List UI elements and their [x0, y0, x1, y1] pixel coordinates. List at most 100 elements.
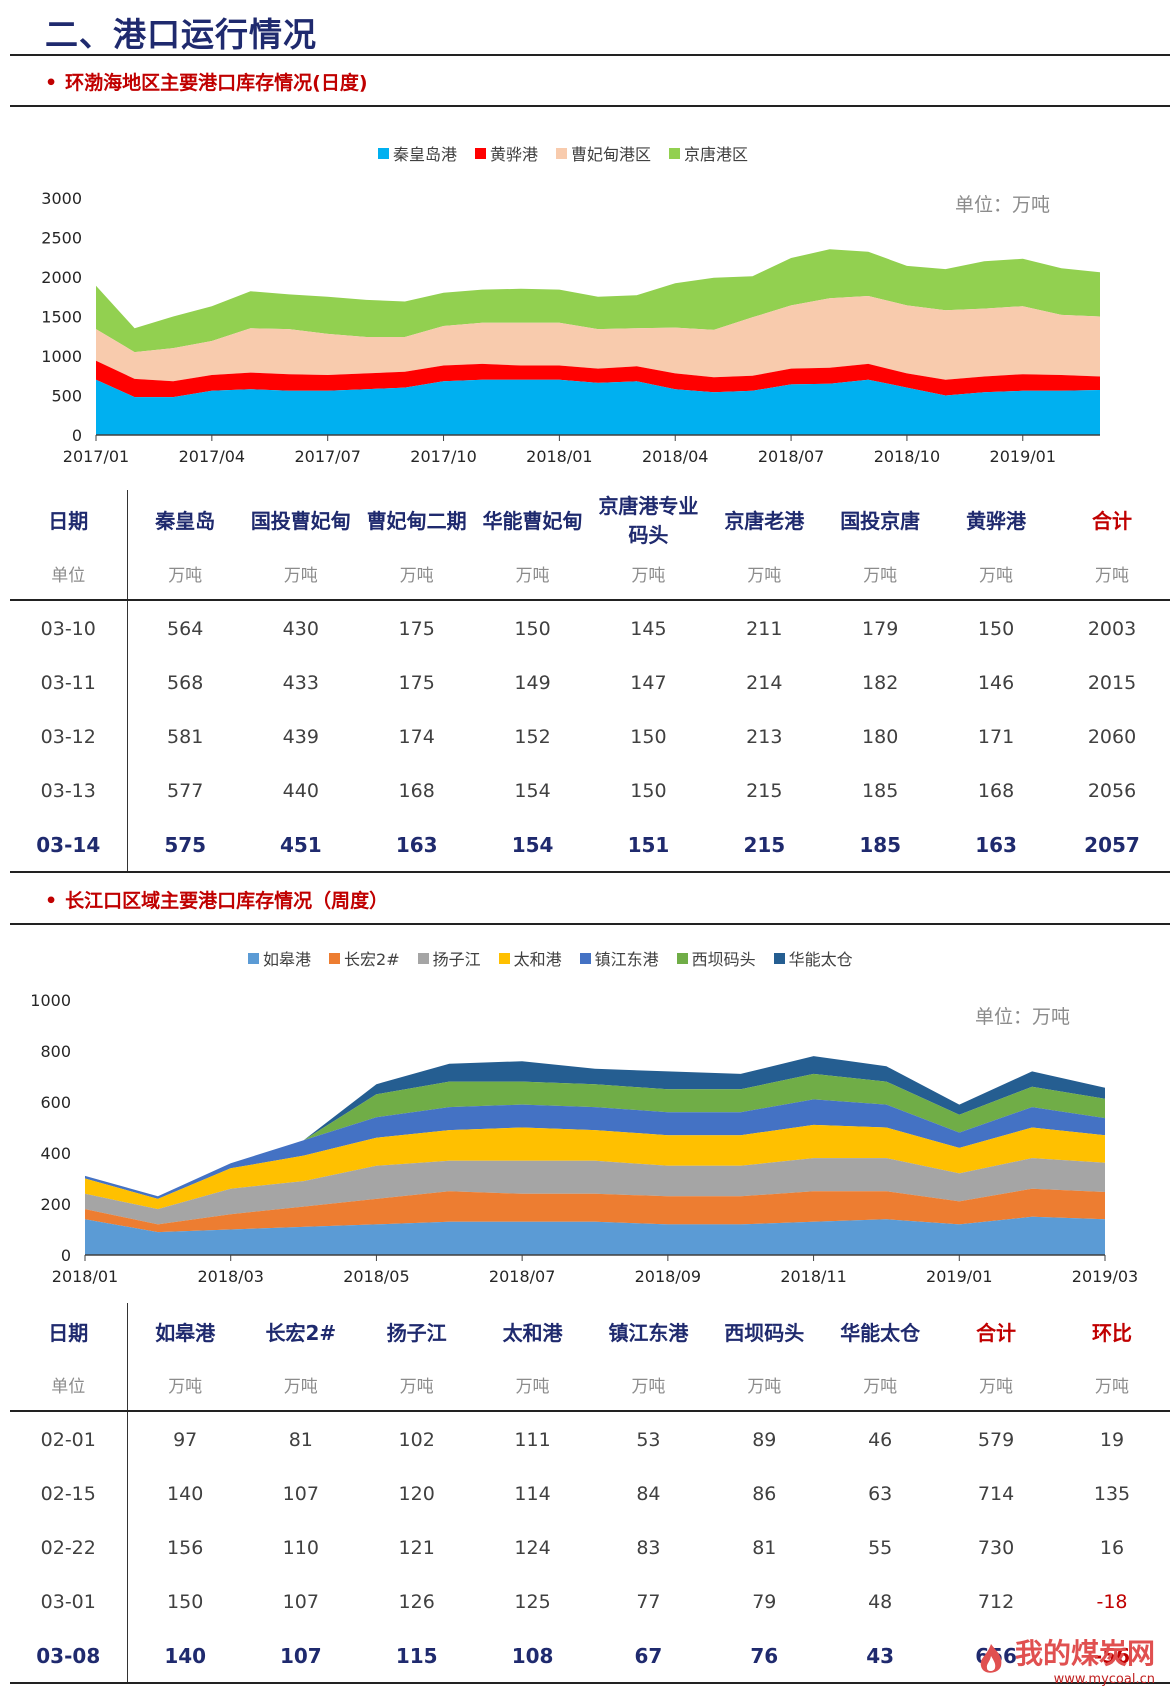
x-tick-label: 2018/03	[197, 1267, 263, 1286]
legend-label: 太和港	[513, 950, 562, 969]
value-cell: 149	[514, 672, 551, 694]
legend-item: 黄骅港	[475, 141, 538, 165]
legend-item: 如皋港	[248, 946, 311, 970]
value-cell: 211	[746, 617, 783, 640]
value-cell: 179	[862, 617, 899, 640]
table-row: 03-08140107115108677643656-56	[10, 1629, 1170, 1684]
date-cell: 03-01	[10, 1575, 128, 1629]
legend-item: 西坝码头	[676, 946, 756, 970]
legend-label: 镇江东港	[594, 950, 659, 969]
column-header: 镇江东港	[608, 1320, 689, 1345]
value-cell: 150	[167, 1591, 204, 1613]
value-cell: 67	[590, 1629, 707, 1684]
date-cell: 02-01	[10, 1411, 128, 1467]
legend-item: 华能太仓	[773, 946, 853, 970]
unit-cell: 万吨	[242, 1359, 359, 1412]
unit-cell: 万吨	[474, 1359, 591, 1412]
y-tick-label: 2000	[41, 268, 82, 287]
date-cell: 03-13	[10, 764, 128, 818]
x-tick-label: 2018/11	[780, 1267, 846, 1286]
unit-cell: 万吨	[938, 1359, 1054, 1412]
area-series-7	[85, 1056, 1105, 1197]
value-cell: 81	[752, 1537, 777, 1559]
unit-cell: 万吨	[127, 1359, 243, 1412]
value-cell: -18	[1096, 1591, 1128, 1613]
x-tick-label: 2018/04	[642, 447, 708, 466]
value-cell: 168	[977, 780, 1015, 802]
value-cell: 151	[590, 818, 707, 873]
table-row: 03-11 568 433 175 149 147 214 182 146 2015	[10, 656, 1170, 710]
legend-label: 秦皇岛港	[393, 145, 458, 164]
value-cell: 175	[398, 672, 435, 694]
column-header: 环比	[1092, 1320, 1132, 1345]
page-title: 二、港口运行情况	[45, 15, 317, 54]
value-cell: 174	[398, 726, 435, 748]
legend-label: 西坝码头	[691, 950, 756, 969]
value-cell: 581	[167, 726, 204, 748]
unit-cell: 单位	[10, 1359, 128, 1412]
value-cell: 433	[282, 672, 319, 694]
area-series-2	[96, 360, 1100, 398]
column-header: 京唐港专业码头	[598, 494, 699, 547]
unit-cell: 万吨	[358, 1359, 475, 1412]
value-cell: 107	[282, 1591, 319, 1613]
column-header: 黄骅港	[966, 508, 1027, 533]
legend-swatch	[378, 147, 389, 159]
value-cell: 97	[173, 1428, 198, 1451]
x-tick-label: 2018/01	[526, 447, 592, 466]
value-cell: 575	[127, 818, 243, 873]
table-row: 03-13 577 440 168 154 150 215 185 168 2056	[10, 764, 1170, 818]
value-cell: 76	[706, 1629, 823, 1684]
value-cell: 712	[977, 1591, 1015, 1613]
y-tick-label: 500	[51, 387, 82, 406]
value-cell: 213	[746, 726, 783, 748]
x-tick-label: 2017/07	[294, 447, 360, 466]
column-header: 长宏2#	[265, 1320, 337, 1345]
divider	[10, 923, 1170, 925]
legend-swatch	[329, 952, 341, 964]
column-header: 秦皇岛	[155, 508, 216, 533]
area-series-3	[85, 1158, 1105, 1225]
value-cell: 2056	[1087, 780, 1137, 802]
value-cell: 125	[514, 1591, 551, 1613]
section1-title-text: 环渤海地区主要港口库存情况(日度)	[65, 72, 368, 94]
value-cell: 48	[868, 1591, 893, 1613]
section1-title: • 环渤海地区主要港口库存情况(日度)	[45, 68, 368, 95]
date-cell: 02-22	[10, 1521, 128, 1575]
x-tick-label: 2017/10	[410, 447, 476, 466]
y-tick-label: 200	[40, 1195, 71, 1214]
unit-cell: 万吨	[590, 548, 707, 601]
column-header: 合计	[1092, 508, 1132, 533]
value-cell: 83	[636, 1537, 661, 1559]
value-cell: 150	[514, 617, 551, 640]
value-cell: 111	[514, 1428, 551, 1451]
divider	[10, 54, 1170, 56]
area-series-6	[85, 1073, 1105, 1197]
value-cell: 79	[752, 1591, 777, 1613]
legend-item: 镇江东港	[579, 946, 659, 970]
value-cell: 140	[167, 1483, 204, 1505]
area-series-4	[85, 1124, 1105, 1210]
value-cell: 430	[282, 617, 319, 640]
value-cell: 185	[862, 780, 899, 802]
area-series-5	[85, 1099, 1105, 1199]
unit-cell: 万吨	[938, 548, 1054, 601]
value-cell: 46	[868, 1428, 893, 1451]
value-cell: 120	[398, 1483, 435, 1505]
area-series-2	[85, 1188, 1105, 1233]
legend-swatch	[417, 952, 429, 964]
table-unit-row: 单位 万吨 万吨 万吨 万吨 万吨 万吨 万吨 万吨 万吨	[10, 1359, 1170, 1412]
column-header: 西坝码头	[724, 1320, 805, 1345]
unit-cell: 万吨	[822, 548, 939, 601]
value-cell: 89	[752, 1428, 777, 1451]
value-cell: 154	[474, 818, 591, 873]
legend-swatch	[498, 952, 510, 964]
value-cell: 147	[630, 672, 667, 694]
chart2-unit-note: 单位：万吨	[975, 1006, 1071, 1028]
watermark-text: 我的煤炭网	[1014, 1637, 1155, 1670]
legend-swatch	[669, 147, 681, 159]
x-tick-label: 2018/10	[874, 447, 940, 466]
value-cell: 714	[977, 1483, 1015, 1505]
legend-item: 曹妃甸港区	[556, 141, 651, 165]
x-tick-label: 2018/07	[489, 1267, 555, 1286]
